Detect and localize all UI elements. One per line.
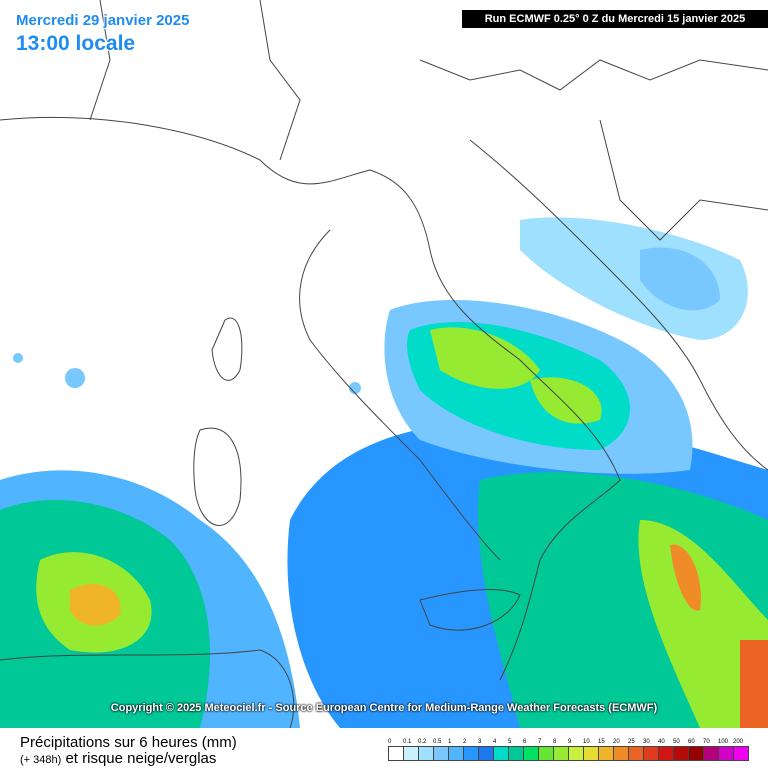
legend-item: 5 bbox=[508, 738, 523, 761]
legend-item: 4 bbox=[493, 738, 508, 761]
legend-swatch bbox=[613, 746, 628, 761]
footer-title: Précipitations sur 6 heures (mm) bbox=[20, 734, 237, 751]
legend-label: 6 bbox=[523, 739, 527, 745]
legend-swatch bbox=[598, 746, 613, 761]
precip-areas bbox=[0, 217, 768, 728]
legend-item: 2 bbox=[463, 738, 478, 761]
legend-item: 9 bbox=[568, 738, 583, 761]
legend-label: 100 bbox=[718, 739, 729, 745]
legend-label: 0.2 bbox=[418, 739, 427, 745]
legend-label: 8 bbox=[553, 739, 557, 745]
copyright: Copyright © 2025 Meteociel.fr - Source E… bbox=[110, 702, 658, 714]
legend-label: 30 bbox=[643, 739, 650, 745]
legend-label: 20 bbox=[613, 739, 620, 745]
legend-swatch bbox=[538, 746, 553, 761]
legend-item: 40 bbox=[658, 738, 673, 761]
legend-item: 10 bbox=[583, 738, 598, 761]
legend-swatch bbox=[673, 746, 688, 761]
run-info: Run ECMWF 0.25° 0 Z du Mercredi 15 janvi… bbox=[462, 10, 768, 28]
subtitle: et risque neige/verglas bbox=[65, 750, 217, 767]
coastlines bbox=[0, 0, 768, 728]
legend-label: 0.5 bbox=[433, 739, 442, 745]
legend-label: 2 bbox=[463, 739, 467, 745]
legend-swatch bbox=[703, 746, 718, 761]
legend-item: 1 bbox=[448, 738, 463, 761]
legend-swatch bbox=[658, 746, 673, 761]
legend-item: 70 bbox=[703, 738, 718, 761]
legend-swatch bbox=[583, 746, 598, 761]
legend-swatch bbox=[628, 746, 643, 761]
legend-item: 15 bbox=[598, 738, 613, 761]
legend-swatch bbox=[508, 746, 523, 761]
lead-time: (+ 348h) bbox=[20, 754, 62, 766]
legend-item: 0 bbox=[388, 738, 403, 761]
legend-swatch bbox=[463, 746, 478, 761]
legend-item: 200 bbox=[733, 738, 749, 761]
legend-item: 20 bbox=[613, 738, 628, 761]
legend-item: 0.5 bbox=[433, 738, 448, 761]
legend-label: 1 bbox=[448, 739, 452, 745]
footer-subtitle: (+ 348h) et risque neige/verglas bbox=[20, 750, 216, 767]
legend-label: 40 bbox=[658, 739, 665, 745]
legend-item: 30 bbox=[643, 738, 658, 761]
legend-swatch bbox=[418, 746, 433, 761]
legend-swatch bbox=[388, 746, 403, 761]
legend-label: 70 bbox=[703, 739, 710, 745]
legend-label: 0 bbox=[388, 739, 392, 745]
legend-label: 60 bbox=[688, 739, 695, 745]
legend-swatch bbox=[718, 746, 733, 761]
map bbox=[0, 0, 768, 728]
legend-item: 100 bbox=[718, 738, 733, 761]
legend-item: 60 bbox=[688, 738, 703, 761]
legend-swatch bbox=[433, 746, 448, 761]
legend-label: 7 bbox=[538, 739, 542, 745]
legend-swatch bbox=[403, 746, 418, 761]
legend-label: 200 bbox=[733, 739, 744, 745]
legend-item: 8 bbox=[553, 738, 568, 761]
legend-item: 25 bbox=[628, 738, 643, 761]
legend-label: 15 bbox=[598, 739, 605, 745]
legend-label: 10 bbox=[583, 739, 590, 745]
legend-label: 0.1 bbox=[403, 739, 412, 745]
legend-swatch bbox=[493, 746, 508, 761]
legend-item: 6 bbox=[523, 738, 538, 761]
legend-swatch bbox=[643, 746, 658, 761]
legend-label: 4 bbox=[493, 739, 497, 745]
legend-swatch bbox=[478, 746, 493, 761]
forecast-date: Mercredi 29 janvier 2025 bbox=[16, 12, 190, 29]
legend-label: 50 bbox=[673, 739, 680, 745]
legend-item: 0.1 bbox=[403, 738, 418, 761]
legend-item: 3 bbox=[478, 738, 493, 761]
footer: Précipitations sur 6 heures (mm) (+ 348h… bbox=[0, 728, 768, 768]
legend-swatch bbox=[568, 746, 583, 761]
legend-swatch bbox=[553, 746, 568, 761]
legend-item: 7 bbox=[538, 738, 553, 761]
legend-label: 25 bbox=[628, 739, 635, 745]
legend-label: 3 bbox=[478, 739, 482, 745]
legend-swatch bbox=[733, 746, 749, 761]
legend-swatch bbox=[448, 746, 463, 761]
forecast-time: 13:00 locale bbox=[16, 32, 136, 55]
legend-swatch bbox=[688, 746, 703, 761]
legend-label: 5 bbox=[508, 739, 512, 745]
legend-swatch bbox=[523, 746, 538, 761]
legend-item: 50 bbox=[673, 738, 688, 761]
legend-label: 9 bbox=[568, 739, 572, 745]
legend-item: 0.2 bbox=[418, 738, 433, 761]
